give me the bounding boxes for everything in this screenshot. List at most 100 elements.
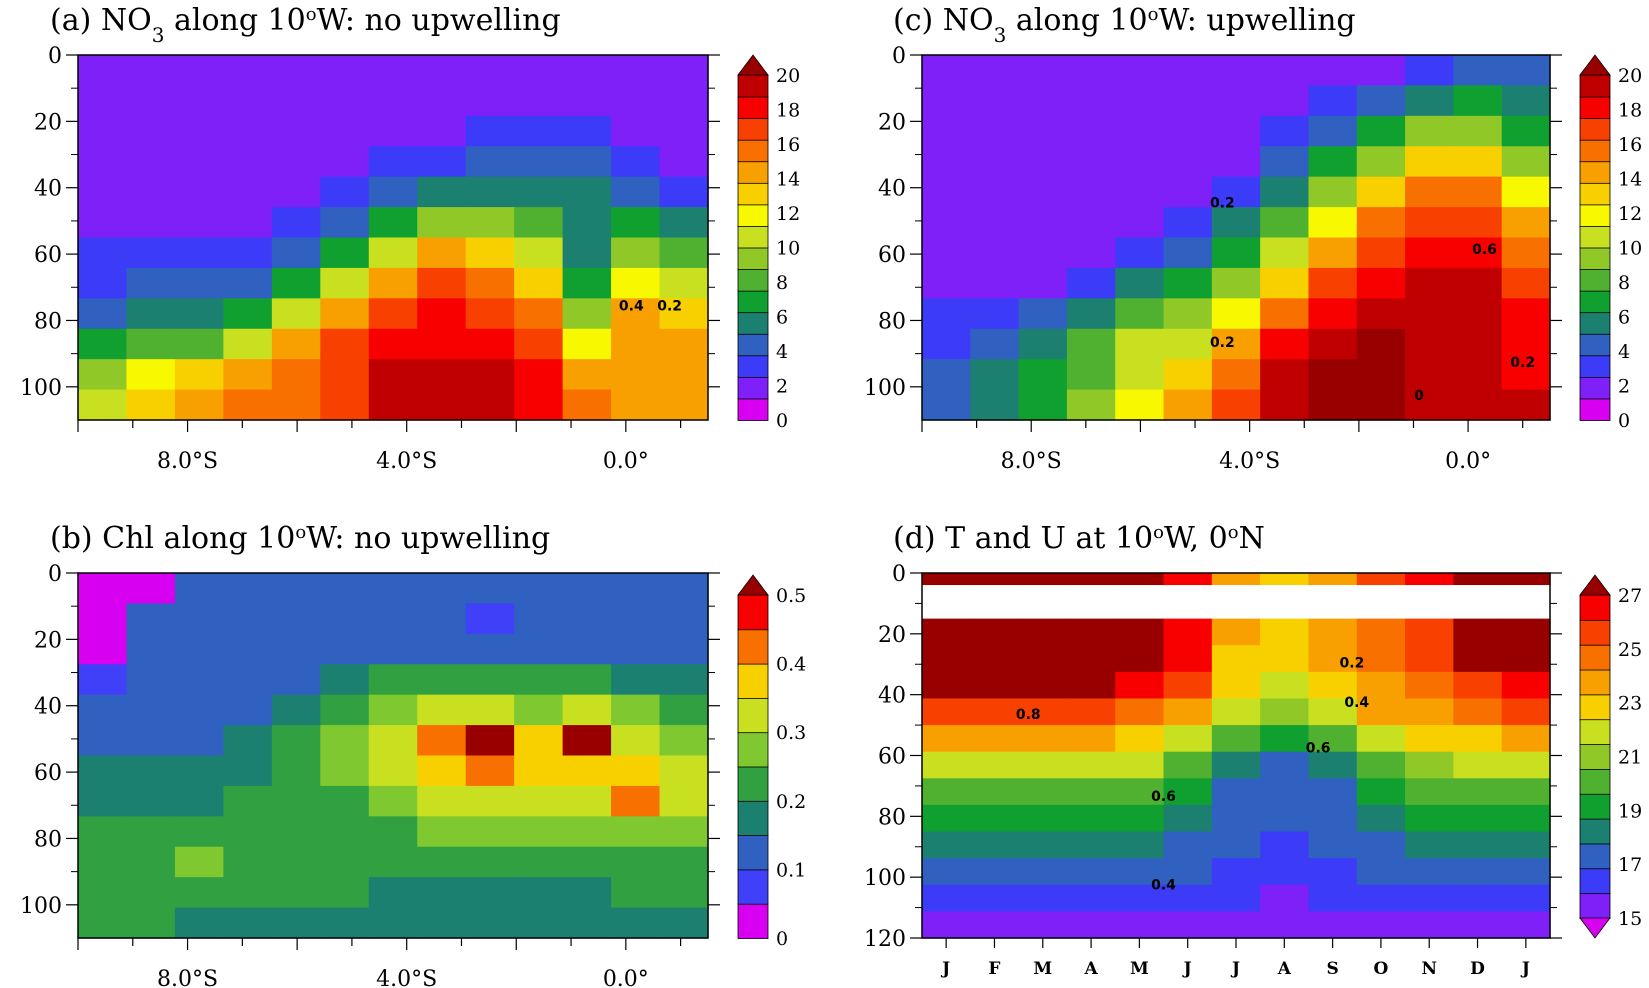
heat-cell [126, 85, 176, 117]
heat-cell [1066, 55, 1116, 87]
heat-cell [126, 603, 176, 635]
heat-cell [320, 664, 370, 696]
heat-cell [271, 237, 321, 269]
heat-cell [223, 664, 273, 696]
heat-cell [1308, 237, 1358, 269]
heat-cell [1260, 85, 1310, 117]
heat-cell [514, 389, 564, 421]
heat-cell [78, 877, 128, 909]
heat-cell [970, 207, 1020, 239]
contour-label: 0.6 [1472, 242, 1497, 258]
heat-cell [223, 633, 273, 665]
heat-cell [1356, 267, 1406, 299]
heat-cell [611, 176, 661, 208]
colorbar-box [737, 268, 769, 292]
colorbar-box [737, 139, 769, 163]
heat-cell [970, 698, 1020, 726]
heat-cell [1260, 804, 1310, 833]
colorbar-label: 0 [776, 928, 788, 950]
colorbar-label: 0.5 [776, 585, 806, 607]
heat-cell [223, 85, 273, 117]
colorbar-label: 15 [1618, 908, 1642, 930]
heat-cell [1115, 85, 1165, 117]
heat-cell [1260, 207, 1310, 239]
heat-cell [126, 907, 176, 939]
x-tick-label: 8.0°S [157, 967, 218, 988]
x-tick-label: D [1470, 959, 1485, 979]
heat-cell [320, 725, 370, 757]
heat-cell [1115, 618, 1165, 646]
y-tick-label: 80 [34, 309, 62, 334]
colorbar-box [737, 376, 769, 400]
heat-cell [320, 176, 370, 208]
heat-cell [1066, 804, 1116, 833]
heat-cell [1066, 698, 1116, 726]
heat-cell [1211, 911, 1261, 939]
heat-cell [1260, 671, 1310, 700]
colorbar-label: 20 [776, 65, 800, 87]
heat-cell [417, 146, 467, 178]
surface-cell [1260, 573, 1310, 586]
heat-cell [922, 146, 971, 178]
heat-cell [1453, 884, 1503, 912]
heat-cell [562, 816, 612, 848]
heat-cell [562, 785, 612, 817]
heat-cell [1405, 298, 1454, 330]
colorbar-box [737, 834, 769, 871]
heat-cell [320, 298, 370, 330]
heat-cell [1453, 911, 1503, 939]
surface-cell [970, 573, 1020, 586]
heat-cell [1163, 778, 1213, 806]
heat-cell [1211, 359, 1261, 391]
heat-cell [1356, 389, 1406, 421]
heat-cell [514, 267, 564, 299]
colorbar-label: 8 [776, 272, 788, 294]
heat-cell [465, 785, 515, 817]
heat-cell [611, 85, 661, 117]
contour-label: 0.2 [1340, 655, 1365, 671]
heat-cell [1356, 858, 1406, 886]
heat-cell [78, 633, 128, 665]
heat-cell [78, 267, 128, 299]
heat-cell [659, 573, 709, 605]
x-tick-label: 0.0° [603, 449, 649, 474]
y-tick-label: 80 [34, 827, 62, 852]
heat-cell [1501, 359, 1551, 391]
y-tick-label: 80 [878, 309, 906, 334]
heat-cell [271, 267, 321, 299]
heat-cell [659, 907, 709, 939]
heat-cell [514, 694, 564, 726]
heat-cell [174, 785, 224, 817]
heat-cell [1356, 778, 1406, 806]
y-tick-label: 100 [864, 866, 906, 891]
heat-cell [970, 176, 1020, 208]
heat-cell [1453, 115, 1503, 147]
heat-cell [271, 846, 321, 878]
y-tick-label: 20 [878, 623, 906, 648]
heat-cell [1066, 831, 1116, 859]
heat-cell [1211, 207, 1261, 239]
heat-cell [271, 176, 321, 208]
heat-cell [1308, 698, 1358, 726]
heat-cell [562, 146, 612, 178]
heat-cell [126, 267, 176, 299]
heat-cell [1260, 115, 1310, 147]
heat-cell [174, 298, 224, 330]
heat-cell [970, 911, 1020, 939]
heat-cell [1066, 858, 1116, 886]
heat-cell [514, 816, 564, 848]
heat-cell [417, 907, 467, 939]
colorbar-box [737, 766, 769, 802]
heat-cell [78, 603, 128, 635]
colorbar-label: 10 [1618, 238, 1642, 260]
heat-cell [562, 55, 612, 87]
heat-cell [970, 804, 1020, 833]
heat-cell [465, 115, 515, 147]
heat-cell [1018, 751, 1068, 779]
colorbar-box [737, 117, 769, 141]
heat-cell [223, 328, 273, 360]
heat-cell [1356, 645, 1406, 673]
heat-cell [1308, 55, 1358, 87]
heat-cell [1260, 884, 1310, 912]
heat-cell [174, 846, 224, 878]
